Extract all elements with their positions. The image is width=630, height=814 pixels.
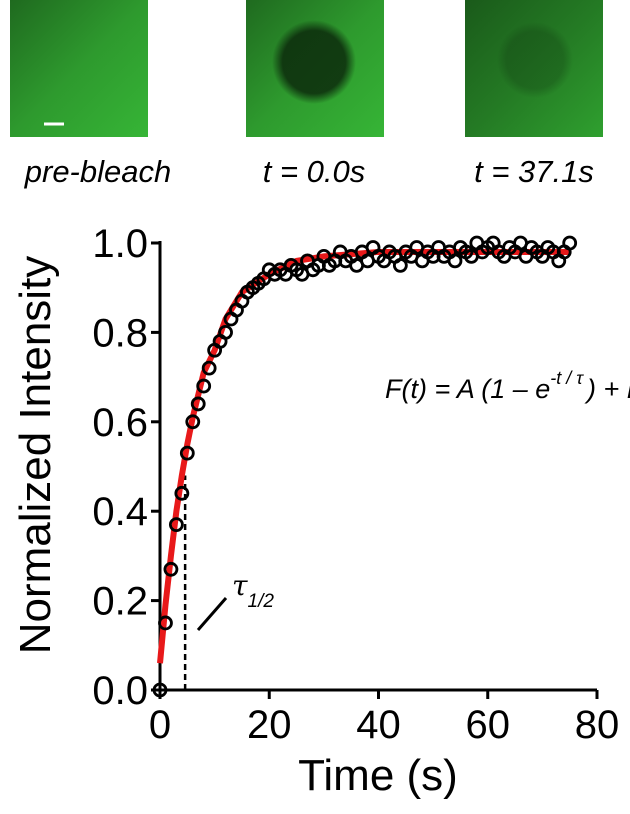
tau-symbol: τ [232,569,248,602]
y-tick-label: 0.4 [92,490,148,534]
data-point [163,561,179,577]
tau-subscript: 1/2 [248,591,275,612]
data-point [190,396,206,412]
data-point [158,615,173,631]
y-tick-label: 1.0 [92,222,148,266]
micrographs [10,0,603,137]
data-point [447,253,463,269]
equation: F(t) = A (1 – e-t / τ) + B [385,368,630,404]
recovery-spot [497,22,573,98]
data-point [392,257,408,273]
x-tick-label: 60 [466,703,511,747]
image-label: t = 37.1s [474,154,594,189]
x-tick-label: 80 [575,703,620,747]
data-point [196,378,212,394]
bleach-spot [272,20,356,104]
data-point [179,445,195,461]
y-tick-label: 0.8 [92,311,148,355]
image-prebleach [10,0,148,137]
x-tick-label: 0 [149,703,171,747]
x-tick-label: 40 [356,703,401,747]
data-point [201,360,217,376]
data-point [168,517,184,533]
data-point [185,414,201,430]
x-tick-label: 20 [247,703,292,747]
pointer [196,597,228,631]
y-tick-label: 0.0 [92,669,148,713]
data-point [218,324,233,340]
image-label: pre-bleach [24,154,171,189]
y-tick-label: 0.2 [92,580,148,624]
equation-exponent: -t / τ [550,368,584,388]
x-axis-title: Time (s) [298,751,458,800]
y-axis-title: Normalized Intensity [11,256,60,655]
tau-label: τ1/2 [232,569,274,612]
data-point [562,235,578,251]
image-label: t = 0.0s [263,154,366,189]
plot: 0.0 0.2 0.4 0.6 0.8 1.0 0 20 40 60 80 [92,222,619,747]
data-point [174,485,190,501]
equation-tail: ) + B [584,374,630,404]
data-point [152,682,168,698]
equation-base: F(t) = A (1 – e [385,374,550,404]
y-tick-label: 0.6 [92,401,148,445]
